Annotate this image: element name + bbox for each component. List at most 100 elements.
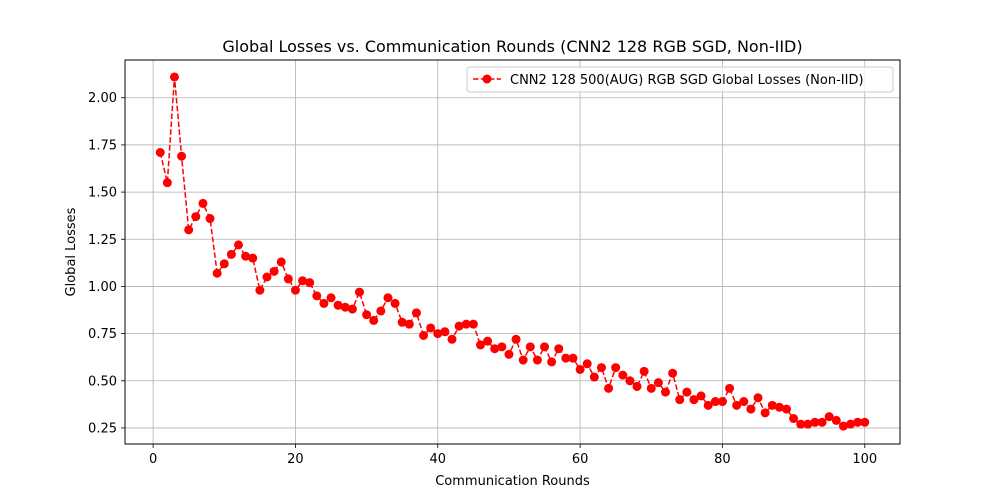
data-point: [753, 393, 763, 403]
data-point: [483, 336, 493, 346]
data-point: [817, 417, 827, 427]
data-point: [219, 259, 229, 269]
data-point: [689, 395, 699, 405]
data-point: [547, 357, 557, 367]
data-point: [155, 147, 165, 157]
data-point: [632, 381, 642, 391]
data-point: [810, 417, 820, 427]
legend: CNN2 128 500(AUG) RGB SGD Global Losses …: [466, 66, 894, 93]
data-point: [846, 419, 856, 429]
y-tick-label: 0.75: [88, 327, 117, 342]
data-point: [333, 300, 343, 310]
data-point: [803, 419, 813, 429]
data-point: [475, 340, 485, 350]
data-point: [454, 321, 464, 331]
y-axis-ticks: 0.25 0.50 0.75 1.00 1.25 1.50 1.75 2.00: [88, 91, 125, 436]
data-point: [618, 370, 628, 380]
data-point: [668, 368, 678, 378]
data-point: [739, 397, 749, 407]
x-axis-ticks: 0 20 40 60 80 100: [149, 444, 877, 467]
x-tick-label: 20: [287, 452, 304, 467]
data-point: [326, 293, 336, 303]
data-point: [774, 402, 784, 412]
data-point: [447, 334, 457, 344]
data-point: [838, 421, 848, 431]
data-point: [589, 372, 599, 382]
series-layer: [155, 72, 870, 431]
data-point: [561, 353, 571, 363]
data-point: [532, 355, 542, 365]
y-tick-label: 1.75: [88, 138, 117, 153]
data-point: [269, 266, 279, 276]
data-point: [212, 268, 222, 278]
data-point: [298, 276, 308, 286]
data-point: [191, 212, 201, 222]
series-line: [159, 76, 865, 427]
y-tick-label: 0.25: [88, 421, 117, 436]
data-point: [860, 417, 870, 427]
data-point: [354, 287, 364, 297]
data-point: [404, 319, 414, 329]
data-point: [376, 306, 386, 316]
data-point: [518, 355, 528, 365]
data-point: [568, 353, 578, 363]
plot-area-frame: [124, 59, 901, 445]
data-point: [789, 414, 799, 424]
grid: [125, 60, 900, 444]
data-point: [611, 363, 621, 373]
data-point: [504, 349, 514, 359]
data-point: [760, 408, 770, 418]
data-point: [582, 359, 592, 369]
data-point: [525, 342, 535, 352]
data-point: [540, 342, 550, 352]
y-tick-label: 0.50: [88, 374, 117, 389]
data-point: [682, 387, 692, 397]
data-point: [468, 319, 478, 329]
data-point: [717, 397, 727, 407]
legend-box: [466, 66, 894, 93]
data-point: [169, 72, 179, 82]
data-point: [255, 285, 265, 295]
x-tick-label: 40: [430, 452, 447, 467]
data-point: [732, 400, 742, 410]
data-point: [554, 344, 564, 354]
data-point: [653, 378, 663, 388]
data-point: [440, 327, 450, 337]
data-point: [248, 253, 258, 263]
data-point: [262, 272, 272, 282]
data-point: [362, 310, 372, 320]
x-tick-label: 100: [852, 452, 877, 467]
data-point: [781, 404, 791, 414]
data-point: [184, 225, 194, 235]
data-point: [383, 293, 393, 303]
data-point: [696, 391, 706, 401]
data-point: [419, 330, 429, 340]
data-point: [796, 419, 806, 429]
data-point: [767, 400, 777, 410]
data-point: [411, 308, 421, 318]
data-point: [604, 383, 614, 393]
data-point: [497, 342, 507, 352]
data-point: [725, 383, 735, 393]
data-point: [710, 397, 720, 407]
data-point: [646, 383, 656, 393]
legend-marker: [482, 74, 492, 84]
x-tick-label: 60: [572, 452, 589, 467]
data-point: [703, 400, 713, 410]
data-point: [340, 302, 350, 312]
data-point: [347, 304, 357, 314]
data-point: [283, 274, 293, 284]
data-point: [853, 417, 863, 427]
data-point: [625, 376, 635, 386]
y-tick-label: 1.00: [88, 280, 117, 295]
data-point: [661, 387, 671, 397]
data-point: [205, 214, 215, 224]
data-point: [433, 329, 443, 339]
data-point: [639, 366, 649, 376]
data-point: [305, 278, 315, 288]
data-point: [241, 251, 251, 261]
data-point: [575, 364, 585, 374]
y-tick-label: 1.50: [88, 186, 117, 201]
data-point: [746, 404, 756, 414]
